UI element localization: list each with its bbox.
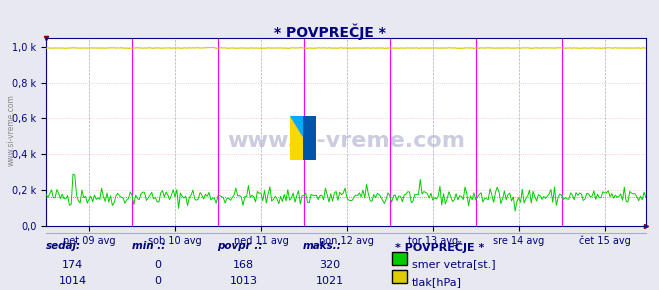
Text: 174: 174 bbox=[62, 260, 83, 269]
Bar bbox=[303, 116, 316, 160]
Text: www.si-vreme.com: www.si-vreme.com bbox=[227, 131, 465, 151]
Text: tlak[hPa]: tlak[hPa] bbox=[412, 277, 462, 287]
Text: povpr .:: povpr .: bbox=[217, 241, 263, 251]
Text: smer vetra[st.]: smer vetra[st.] bbox=[412, 260, 496, 269]
Text: 0: 0 bbox=[155, 276, 161, 285]
Text: 1021: 1021 bbox=[316, 276, 343, 285]
Text: 168: 168 bbox=[233, 260, 254, 269]
Bar bbox=[290, 116, 303, 160]
Polygon shape bbox=[290, 116, 303, 138]
Text: 0: 0 bbox=[155, 260, 161, 269]
Text: min .:: min .: bbox=[132, 241, 165, 251]
Text: www.si-vreme.com: www.si-vreme.com bbox=[7, 95, 16, 166]
Text: 1013: 1013 bbox=[230, 276, 258, 285]
Text: 1014: 1014 bbox=[59, 276, 86, 285]
Text: 320: 320 bbox=[319, 260, 340, 269]
Text: maks.:: maks.: bbox=[303, 241, 342, 251]
Text: * POVPREČJE *: * POVPREČJE * bbox=[273, 23, 386, 40]
Text: sedaj:: sedaj: bbox=[46, 241, 81, 251]
Text: * POVPREČJE *: * POVPREČJE * bbox=[395, 241, 485, 253]
